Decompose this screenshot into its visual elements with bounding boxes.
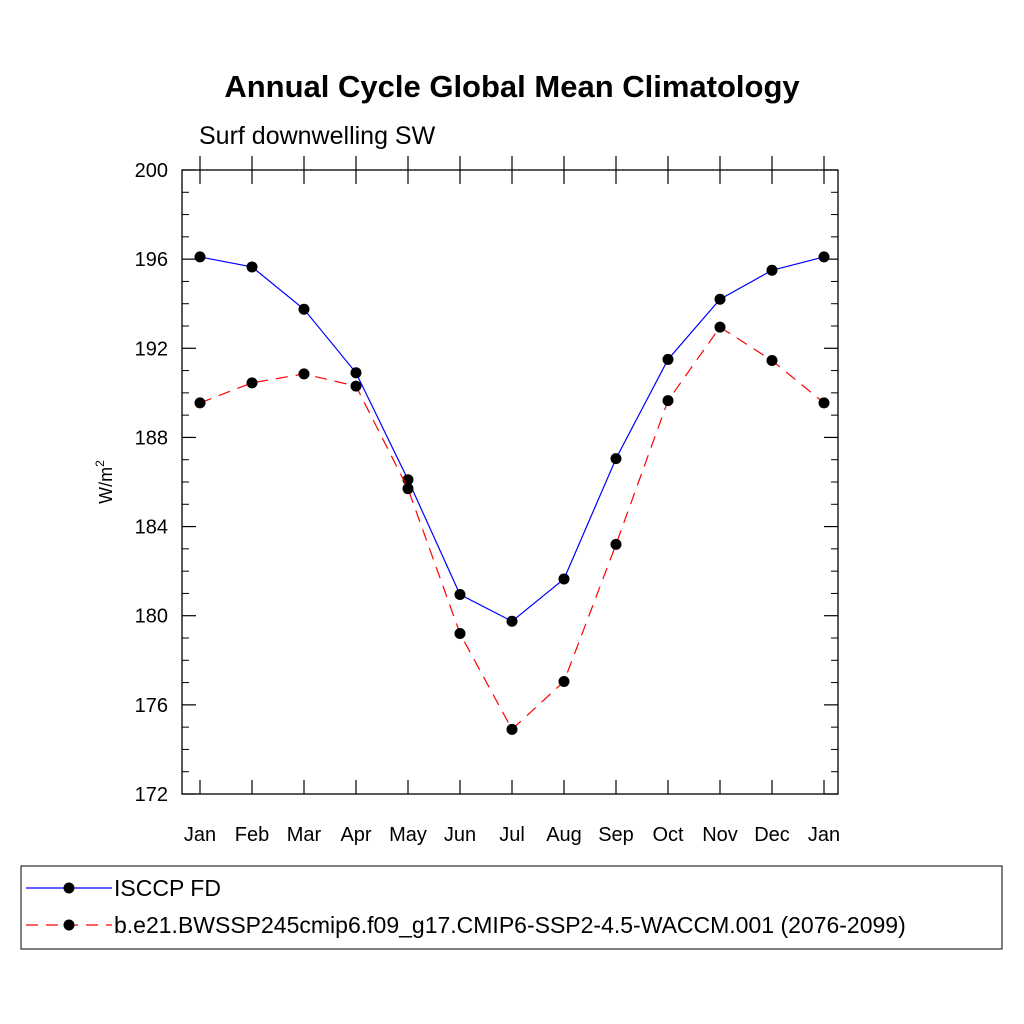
legend-marker <box>63 919 75 931</box>
ticks-layer: 172 176 180 184 188 192 196 200 Jan Feb Mar Apr May J… <box>135 156 840 846</box>
data-point <box>246 261 258 273</box>
data-point <box>194 397 206 409</box>
series-layer <box>194 251 830 735</box>
x-tick-label: Oct <box>652 824 684 846</box>
data-point <box>662 395 674 407</box>
x-tick-label: Apr <box>340 824 371 846</box>
data-point <box>610 453 622 465</box>
x-tick-label: Jan <box>808 824 840 846</box>
data-point <box>454 589 466 601</box>
legend-label: ISCCP FD <box>114 875 221 901</box>
data-point <box>558 573 570 585</box>
data-point <box>350 380 362 392</box>
y-tick-label: 180 <box>135 606 168 628</box>
y-tick-label: 196 <box>135 249 168 271</box>
y-axis-label-text: W/m <box>96 467 116 504</box>
data-point <box>454 628 466 640</box>
data-point <box>714 321 726 333</box>
x-tick-label: Jan <box>184 824 216 846</box>
legend-item-1: ISCCP FD <box>26 875 221 901</box>
data-point <box>558 675 570 687</box>
data-point <box>298 303 310 315</box>
x-tick-label: Nov <box>702 824 738 846</box>
series-2 <box>194 321 830 735</box>
data-point <box>298 368 310 380</box>
data-point <box>350 367 362 379</box>
x-tick-label: Sep <box>598 824 634 846</box>
y-tick-label: 176 <box>135 695 168 717</box>
x-tick-label: Dec <box>754 824 790 846</box>
x-tick-label: Jun <box>444 824 476 846</box>
legend-item-2: b.e21.BWSSP245cmip6.f09_g17.CMIP6-SSP2-4… <box>26 912 906 938</box>
y-tick-label: 184 <box>135 517 168 539</box>
y-axis-label-sup: 2 <box>93 460 107 467</box>
chart-title: Annual Cycle Global Mean Climatology <box>224 69 800 104</box>
series-line <box>199 256 825 622</box>
data-point <box>662 353 674 365</box>
x-tick-label: Aug <box>546 824 582 846</box>
x-tick-label: Mar <box>287 824 322 846</box>
legend: ISCCP FD b.e21.BWSSP245cmip6.f09_g17.CMIP… <box>20 865 1003 950</box>
chart-subtitle: Surf downwelling SW <box>199 122 436 150</box>
y-tick-label: 172 <box>135 784 168 806</box>
legend-label: b.e21.BWSSP245cmip6.f09_g17.CMIP6-SSP2-4… <box>114 912 906 938</box>
data-point <box>194 251 206 263</box>
data-point <box>610 538 622 550</box>
y-axis-label: W/m2 <box>93 460 116 504</box>
legend-marker <box>63 882 75 894</box>
data-point <box>766 264 778 276</box>
y-tick-label: 192 <box>135 338 168 360</box>
data-point <box>818 397 830 409</box>
x-tick-label: May <box>389 824 427 846</box>
x-tick-label: Jul <box>499 824 525 846</box>
data-point <box>766 355 778 367</box>
data-point <box>818 251 830 263</box>
legend-box <box>20 865 1003 950</box>
series-1 <box>194 251 830 627</box>
x-tick-label: Feb <box>235 824 269 846</box>
data-point <box>506 723 518 735</box>
y-tick-label: 188 <box>135 427 168 449</box>
series-line <box>199 326 825 731</box>
data-point <box>714 293 726 305</box>
y-tick-label: 200 <box>135 160 168 182</box>
plot-frame <box>181 169 839 795</box>
data-point <box>402 483 414 495</box>
data-point <box>506 615 518 627</box>
data-point <box>246 377 258 389</box>
